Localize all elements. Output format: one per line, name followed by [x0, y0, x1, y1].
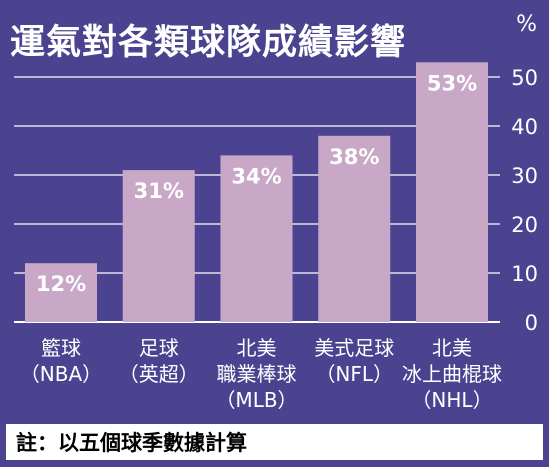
- x-tick-label-line: 職業棒球: [217, 362, 297, 386]
- y-tick-label: 30: [511, 164, 538, 188]
- x-tick-label-line: （MLB）: [215, 388, 297, 412]
- bar-value-label: 31%: [134, 179, 184, 203]
- x-tick-label-line: 足球: [139, 336, 179, 360]
- x-tick-label-line: （英超）: [119, 362, 199, 386]
- bar: [318, 135, 391, 322]
- x-tick-label-line: 北美: [237, 336, 277, 360]
- x-tick-label: 北美冰上曲棍球（NHL）: [402, 336, 502, 412]
- y-tick-label: 40: [511, 115, 538, 139]
- x-tick-label: 足球（英超）: [119, 336, 199, 386]
- x-tick-label-line: 美式足球: [314, 336, 394, 360]
- bar: [25, 263, 97, 322]
- x-tick-label-line: 籃球: [41, 336, 81, 360]
- x-tick-label-line: （NFL）: [315, 362, 393, 386]
- x-tick-label: 美式足球（NFL）: [314, 336, 394, 386]
- x-tick-label-line: （NHL）: [411, 388, 492, 412]
- bar-value-label: 12%: [36, 272, 86, 296]
- y-tick-label: 20: [511, 213, 538, 237]
- x-tick-label: 北美職業棒球（MLB）: [215, 336, 297, 412]
- x-tick-label: 籃球（NBA）: [20, 336, 102, 386]
- bar: [122, 170, 195, 322]
- x-tick-label-line: 北美: [432, 336, 472, 360]
- bar-value-label: 53%: [427, 71, 477, 95]
- bar-value-label: 38%: [329, 145, 379, 169]
- bar: [220, 155, 293, 322]
- footnote: 註：以五個球季數據計算: [6, 424, 543, 460]
- chart-title: 運氣對各類球隊成績影響: [10, 23, 407, 63]
- x-tick-label-line: （NBA）: [20, 362, 102, 386]
- y-axis-unit: %: [516, 12, 537, 37]
- bar: [416, 62, 488, 323]
- y-tick-label: 10: [511, 262, 538, 286]
- y-tick-label: 0: [525, 311, 538, 335]
- x-tick-label-line: 冰上曲棍球: [402, 362, 502, 386]
- bar-value-label: 34%: [231, 164, 281, 188]
- y-tick-label: 50: [511, 66, 538, 90]
